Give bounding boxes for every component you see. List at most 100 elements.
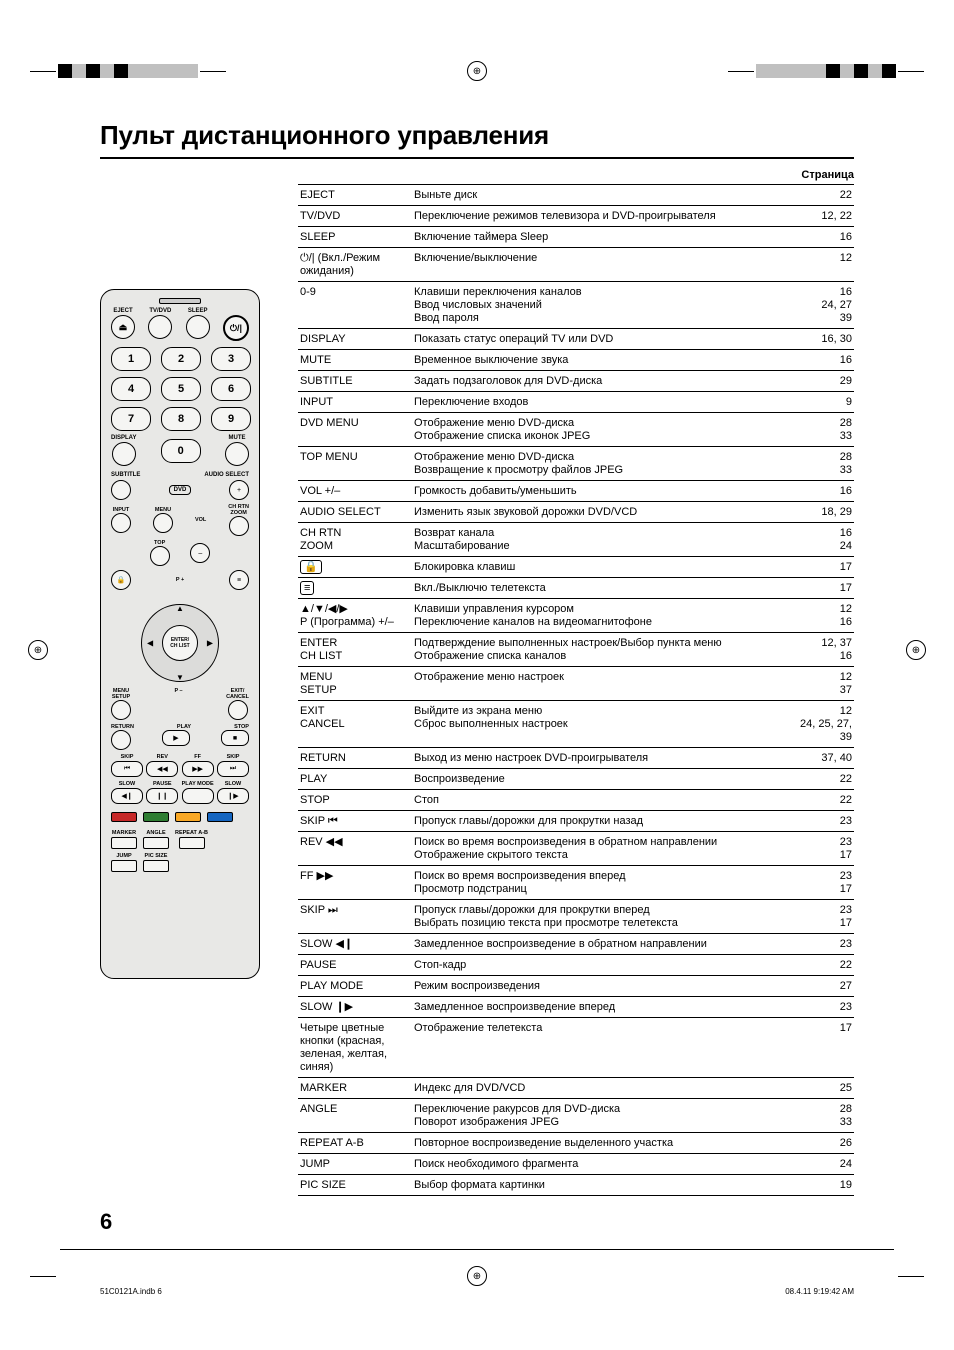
minus-button-icon: –: [190, 543, 210, 563]
pause-label: PAUSE: [153, 781, 172, 787]
page-cell: 16 24, 27 39: [790, 282, 854, 329]
page-cell: 28 33: [790, 1099, 854, 1133]
desc-cell: Вкл./Выключю телетекста: [412, 578, 790, 599]
desc-line: Пропуск главы/дорожки для прокрутки наза…: [414, 815, 788, 828]
desc-line: Индекс для DVD/VCD: [414, 1082, 788, 1095]
footer-rule: [60, 1249, 894, 1250]
desc-line: Переключение ракурсов для DVD-диска: [414, 1103, 788, 1116]
audio-select-label: AUDIO SELECT: [204, 472, 249, 478]
table-row: JUMPПоиск необходимого фрагмента24: [298, 1154, 854, 1175]
desc-line: Поиск необходимого фрагмента: [414, 1158, 788, 1171]
marker-label: MARKER: [112, 830, 136, 836]
table-row: CH RTN ZOOMВозврат каналаМасштабирование…: [298, 523, 854, 557]
stop-button-icon: ■: [221, 730, 249, 746]
subtitle-label: SUBTITLE: [111, 472, 140, 478]
eject-button-icon: ⏏: [111, 315, 135, 339]
color-button-icon: [143, 812, 169, 822]
power-button-icon: ⏻/|: [223, 315, 249, 341]
page-cell: 23: [790, 934, 854, 955]
registration-mark-right-icon: ⊕: [906, 640, 926, 660]
table-row: INPUTПереключение входов9: [298, 392, 854, 413]
page-number: 6: [100, 1209, 112, 1235]
desc-cell: Пропуск главы/дорожки для прокрутки впер…: [412, 900, 790, 934]
page-cell: 12 37: [790, 667, 854, 701]
table-row: SLOW ❙▶Замедленное воспроизведение впере…: [298, 997, 854, 1018]
jump-button-icon: [111, 860, 137, 872]
table-row: PLAY MODEРежим воспроизведения27: [298, 976, 854, 997]
table-row: FF ▶▶Поиск во время воспроизведения впер…: [298, 866, 854, 900]
desc-line: Выбрать позицию текста при просмотре тел…: [414, 917, 788, 930]
desc-cell: Переключение входов: [412, 392, 790, 413]
page-cell: 16: [790, 481, 854, 502]
color-button-icon: [175, 812, 201, 822]
return-label: RETURN: [111, 724, 134, 730]
key-cell: SKIP ⏮: [298, 811, 412, 832]
desc-cell: Отображение меню DVD-дискаОтображение сп…: [412, 413, 790, 447]
table-row: RETURNВыход из меню настроек DVD-проигры…: [298, 748, 854, 769]
page-cell: 12, 37 16: [790, 633, 854, 667]
ff-icon: ▶▶: [182, 761, 214, 777]
exitcancel-label: EXIT/ CANCEL: [226, 688, 249, 700]
page-cell: 19: [790, 1175, 854, 1196]
page-cell: 23: [790, 997, 854, 1018]
num-7-button-icon: 7: [111, 407, 151, 431]
picsize-label: PIC SIZE: [145, 853, 168, 859]
key-cell: INPUT: [298, 392, 412, 413]
desc-line: Возвращение к просмотру файлов JPEG: [414, 464, 788, 477]
num-8-button-icon: 8: [161, 407, 201, 431]
page-cell: 28 33: [790, 447, 854, 481]
page-cell: 16 24: [790, 523, 854, 557]
table-row: EXIT CANCELВыйдите из экрана менюСброс в…: [298, 701, 854, 748]
key-cell: FF ▶▶: [298, 866, 412, 900]
exitcancel-button-icon: [228, 700, 248, 720]
slow-rev-icon: ◀❙: [111, 788, 143, 804]
input-button-icon: [111, 513, 131, 533]
table-row: MUTEВременное выключение звука16: [298, 350, 854, 371]
key-cell: MENU SETUP: [298, 667, 412, 701]
color-button-icon: [207, 812, 233, 822]
desc-cell: Включение/выключение: [412, 248, 790, 282]
page-cell: 23 17: [790, 832, 854, 866]
desc-cell: Подтверждение выполненных настроек/Выбор…: [412, 633, 790, 667]
repeatab-label: REPEAT A-B: [175, 830, 208, 836]
table-row: EJECTВыньте диск22: [298, 185, 854, 206]
page-title: Пульт дистанционного управления: [100, 120, 894, 151]
skip-label: SKIP: [121, 754, 134, 760]
key-cell: 🔒: [298, 557, 412, 578]
zero-button-icon: 0: [161, 439, 201, 463]
desc-line: Поиск во время воспроизведения вперед: [414, 870, 788, 883]
table-row: SLEEPВключение таймера Sleep16: [298, 227, 854, 248]
desc-line: Клавиши переключения каналов: [414, 286, 788, 299]
tvdvd-label: TV/DVD: [149, 308, 171, 314]
page-cell: 23 17: [790, 866, 854, 900]
crop-marks-top: ⊕: [30, 54, 924, 88]
desc-cell: Замедленное воспроизведение вперед: [412, 997, 790, 1018]
desc-cell: Задать подзаголовок для DVD-диска: [412, 371, 790, 392]
page-cell: 29: [790, 371, 854, 392]
table-row: TV/DVDПереключение режимов телевизора и …: [298, 206, 854, 227]
table-row: ⏻/| (Вкл./Режим ожидания)Включение/выклю…: [298, 248, 854, 282]
display-button-icon: [112, 442, 136, 466]
title-rule: [100, 157, 854, 159]
page-cell: 17: [790, 557, 854, 578]
num-3-button-icon: 3: [211, 347, 251, 371]
num-6-button-icon: 6: [211, 377, 251, 401]
page-cell: 12 16: [790, 599, 854, 633]
table-row: PAUSEСтоп-кадр22: [298, 955, 854, 976]
registration-mark-bottom-icon: ⊕: [467, 1266, 487, 1286]
footer-timestamp: 08.4.11 9:19:42 AM: [785, 1287, 854, 1296]
desc-line: Подтверждение выполненных настроек/Выбор…: [414, 637, 788, 650]
key-cell: RETURN: [298, 748, 412, 769]
key-cell: STOP: [298, 790, 412, 811]
sleep-button-icon: [186, 315, 210, 339]
desc-line: Включение/выключение: [414, 252, 788, 265]
desc-cell: Стоп-кадр: [412, 955, 790, 976]
crop-marks-bottom: ⊕: [30, 1266, 924, 1286]
key-cell: ▲/▼/◀/▶ P (Программа) +/–: [298, 599, 412, 633]
page-cell: 18, 29: [790, 502, 854, 523]
play-button-icon: ▶: [162, 730, 190, 746]
table-row: ≡Вкл./Выключю телетекста17: [298, 578, 854, 599]
desc-line: Поиск во время воспроизведения в обратно…: [414, 836, 788, 849]
left-arrow-icon: ◀: [147, 639, 153, 648]
chrtn-label: CH RTN ZOOM: [228, 504, 249, 516]
